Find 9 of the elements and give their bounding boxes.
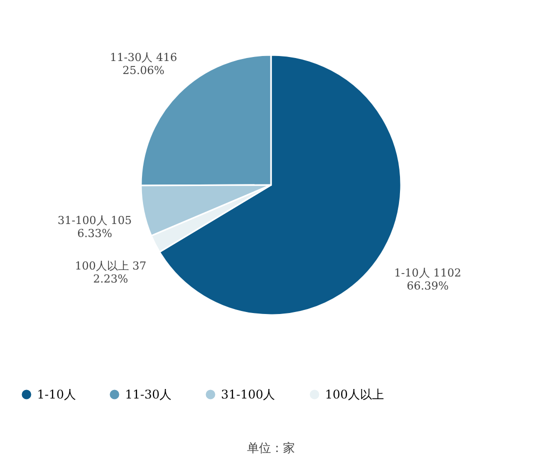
data-label: 11-30人 416 25.06% <box>110 50 178 77</box>
legend-label: 1-10人 <box>37 388 76 402</box>
text: 单位：家 <box>246 440 296 456</box>
data-label: 100人以上 37 2.23% <box>74 260 146 286</box>
data-label: 1-10人 1102 66.39% <box>394 266 462 293</box>
legend-label: 100人以上 <box>325 388 384 402</box>
legend-label: 11-30人 <box>125 388 172 402</box>
data-label: 31-100人 105 6.33% <box>58 214 132 240</box>
legend-label: 31-100人 <box>221 388 276 402</box>
